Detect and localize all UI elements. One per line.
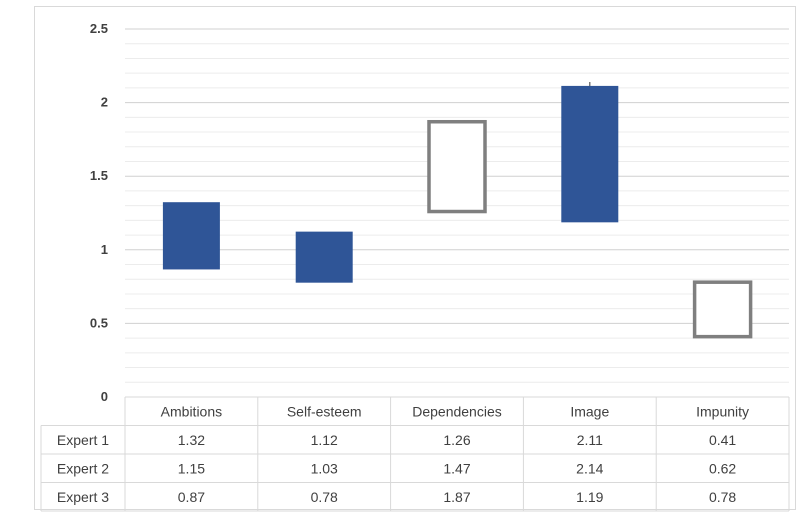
data-cell: 1.19 (576, 489, 603, 505)
y-axis-ticks: 0 0.5 1 1.5 2 2.5 (90, 21, 108, 404)
category-label: Ambitions (161, 403, 222, 419)
data-cell: 1.47 (443, 460, 470, 476)
data-cell: 1.12 (311, 432, 338, 448)
y-tick-label: 2.5 (90, 21, 108, 36)
category-label: Impunity (696, 403, 749, 419)
candles (162, 81, 753, 339)
series-label: Expert 3 (57, 489, 109, 505)
y-tick-label: 2 (101, 95, 108, 110)
category-label: Image (570, 403, 609, 419)
category-label: Dependencies (412, 403, 502, 419)
data-cell: 1.32 (178, 432, 205, 448)
candle-body (162, 202, 220, 270)
data-cell: 0.62 (709, 460, 736, 476)
data-cell: 0.78 (311, 489, 338, 505)
data-cell: 2.14 (576, 460, 603, 476)
y-tick-label: 1 (101, 242, 108, 257)
data-cell: 1.26 (443, 432, 470, 448)
candle-body (692, 280, 753, 339)
chart-frame (34, 6, 796, 510)
data-cell: 0.41 (709, 432, 736, 448)
data-cell: 0.87 (178, 489, 205, 505)
data-table: Ambitions Self-esteem Dependencies Image Imp… (40, 396, 790, 512)
category-label: Self-esteem (287, 403, 362, 419)
y-tick-label: 0.5 (90, 315, 108, 330)
candle-body (561, 85, 619, 223)
data-cell: 1.87 (443, 489, 470, 505)
data-cell: 2.11 (577, 432, 603, 448)
series-label: Expert 2 (57, 460, 109, 476)
series-label: Expert 1 (57, 432, 109, 448)
data-cell: 0.78 (709, 489, 736, 505)
data-cell: 1.03 (311, 460, 338, 476)
data-cell: 1.15 (178, 460, 205, 476)
candle-body (295, 231, 353, 283)
y-tick-label: 0 (101, 389, 108, 404)
candle-body (427, 119, 487, 214)
y-tick-label: 1.5 (90, 168, 108, 183)
